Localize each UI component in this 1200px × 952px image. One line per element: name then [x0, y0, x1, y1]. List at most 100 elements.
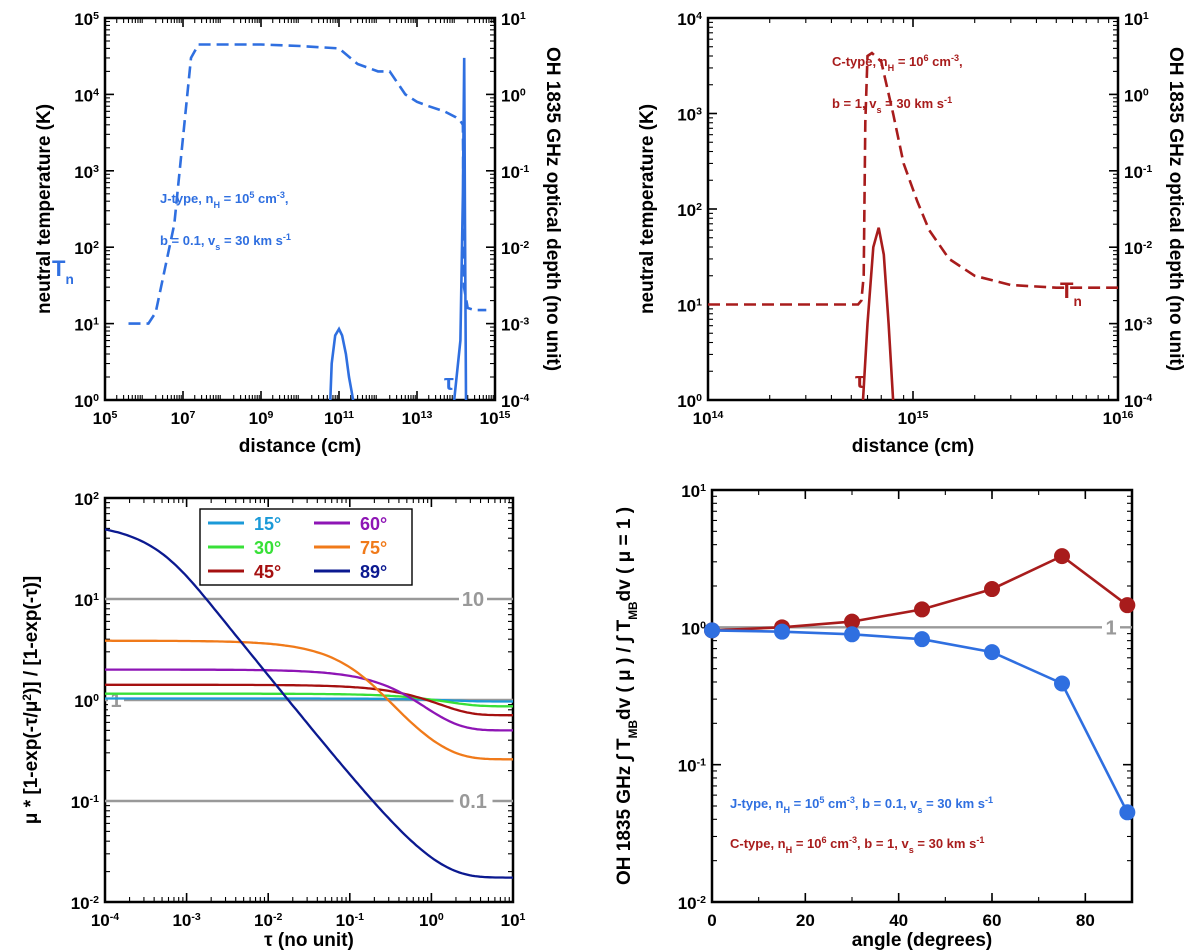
- legend-label: 60°: [360, 514, 387, 534]
- y2-tick-label: 10-4: [501, 392, 529, 411]
- label-tn: Tn: [1060, 278, 1082, 309]
- data-point: [704, 622, 720, 639]
- y-axis-title: OH 1835 GHz ∫ TMBdv ( μ ) / ∫ TMBdv ( μ …: [614, 507, 640, 885]
- x-axis-title: distance (cm): [852, 436, 974, 457]
- reference-label: 0.1: [459, 791, 487, 813]
- x-tick-label: 101: [501, 911, 526, 930]
- y-tick-label: 10-1: [678, 757, 706, 776]
- y-tick-label: 100: [74, 692, 99, 711]
- curve-45deg: [105, 683, 513, 717]
- series-tau: [861, 227, 895, 400]
- x-tick-label: 20: [796, 911, 815, 930]
- x-tick-label: 0: [707, 911, 716, 930]
- y2-axis-title: OH 1835 GHz optical depth (no unit): [542, 47, 563, 371]
- y2-tick-label: 101: [501, 10, 526, 29]
- y-tick-label: 102: [677, 201, 702, 220]
- y-axis-title: neutral temperature (K): [34, 104, 55, 314]
- label-tau: τ: [444, 370, 454, 395]
- data-point: [984, 644, 1000, 661]
- curve-30deg: [105, 692, 513, 708]
- data-point: [774, 623, 790, 640]
- x-tick-label: 107: [171, 409, 196, 428]
- y2-tick-label: 10-3: [1124, 316, 1152, 335]
- data-point: [914, 631, 930, 648]
- x-tick-label: 1015: [480, 409, 511, 428]
- annotation-c-type: C-type, nH = 106 cm-3, b = 1, vs = 30 km…: [730, 835, 984, 855]
- series-Tn: [708, 51, 1118, 306]
- data-point: [844, 613, 860, 630]
- x-tick-label: 1016: [1103, 409, 1134, 428]
- x-tick-label: 1014: [693, 409, 724, 428]
- x-axis-title: angle (degrees): [852, 930, 992, 951]
- data-point: [844, 626, 860, 643]
- x-tick-label: 60: [983, 911, 1002, 930]
- annotation-line: J-type, nH = 105 cm-3,: [160, 190, 289, 210]
- reference-label: 10: [462, 589, 484, 611]
- y-tick-label: 104: [74, 86, 99, 105]
- x-tick-label: 100: [419, 911, 444, 930]
- y-tick-label: 10-2: [71, 894, 99, 913]
- reference-label: 1: [1105, 617, 1116, 639]
- y-tick-label: 101: [681, 482, 706, 501]
- y2-tick-label: 10-3: [501, 316, 529, 335]
- legend-label: 15°: [254, 514, 281, 534]
- x-axis-title: distance (cm): [239, 436, 361, 457]
- y2-tick-label: 10-2: [1124, 239, 1152, 258]
- y2-axis-title: OH 1835 GHz optical depth (no unit): [1165, 47, 1186, 371]
- reference-label-bg: [459, 588, 487, 610]
- x-tick-label: 10-4: [91, 911, 119, 930]
- x-tick-label: 1013: [402, 409, 433, 428]
- legend-label: 30°: [254, 538, 281, 558]
- y-tick-label: 10-2: [678, 894, 706, 913]
- plot-frame: [710, 488, 1134, 904]
- data-point: [1119, 597, 1136, 614]
- y2-tick-label: 10-1: [1124, 163, 1152, 182]
- curve-89deg: [105, 528, 513, 879]
- x-tick-label: 105: [93, 409, 118, 428]
- y-tick-label: 103: [677, 106, 702, 125]
- y2-tick-label: 100: [501, 86, 526, 105]
- legend: 15° 30° 45° 60° 75° 89°: [199, 508, 413, 586]
- y-tick-label: 101: [74, 316, 99, 335]
- x-tick-label: 109: [249, 409, 274, 428]
- y-axis-title: neutral temperature (K): [637, 104, 658, 314]
- x-tick-label: 10-3: [172, 911, 200, 930]
- series-line-C-type: [711, 554, 1129, 632]
- y-tick-label: 100: [681, 619, 706, 638]
- y2-tick-label: 10-2: [501, 239, 529, 258]
- y-tick-label: 103: [74, 163, 99, 182]
- x-tick-label: 40: [889, 911, 908, 930]
- y-tick-label: 102: [74, 490, 99, 509]
- x-tick-label: 1015: [898, 409, 929, 428]
- reference-label: 1: [110, 690, 121, 712]
- series-line-J-type: [711, 629, 1129, 813]
- series-tau-spike: [452, 57, 468, 400]
- plot-frame: [103, 16, 497, 402]
- annotation-j-type: J-type, nH = 105 cm-3, b = 0.1, vs = 30 …: [730, 795, 993, 815]
- series-tau: [329, 326, 355, 400]
- y-tick-label: 102: [74, 239, 99, 258]
- y-tick-label: 101: [677, 297, 702, 316]
- panel-j-shock-profile: 105 107 109 1011 1013 10151001011021031041051…: [34, 10, 563, 457]
- annotation-line: b = 0.1, vs = 30 km s-1: [160, 232, 291, 252]
- data-point: [1119, 804, 1136, 821]
- data-point: [914, 601, 930, 618]
- data-point: [1054, 548, 1070, 565]
- panel-optical-depth-ratio: 10-4 10-3 10-2 10-1 100 10110-210-11001011021…: [21, 490, 526, 951]
- y-tick-label: 100: [677, 392, 702, 411]
- x-tick-label: 1011: [324, 409, 354, 428]
- plot-frame: [706, 16, 1120, 402]
- label-tau: τ: [855, 368, 865, 393]
- reference-label-bg: [453, 790, 493, 812]
- panel-angle-dependence: 0 20 40 60 80 10-2 10-1 100 101 1 J-type, nH = 105…: [614, 482, 1136, 951]
- y-tick-label: 104: [677, 10, 702, 29]
- data-point: [984, 581, 1000, 598]
- curve-15deg: [105, 697, 513, 703]
- reference-label-bg: [1102, 616, 1120, 639]
- x-axis-title: τ (no unit): [264, 930, 354, 951]
- y2-tick-label: 10-1: [501, 163, 529, 182]
- y-axis-title: μ * [1-exp(-τ/μ2)] / [1-exp(-τ)]: [21, 576, 43, 824]
- x-tick-label: 10-2: [254, 911, 282, 930]
- annotation-line: b = 1, vs = 30 km s-1: [832, 95, 952, 115]
